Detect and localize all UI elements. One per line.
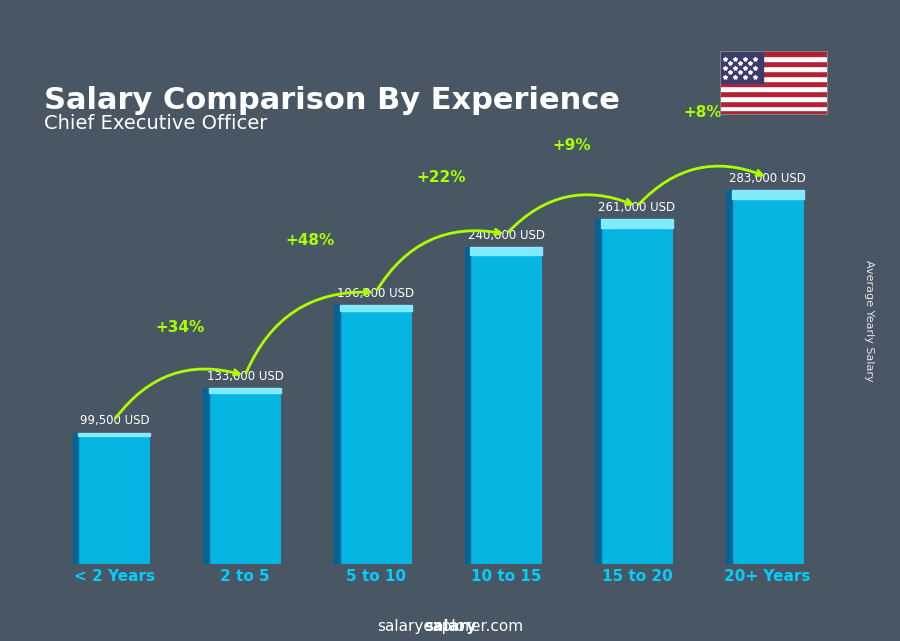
Bar	[720, 51, 828, 56]
Bar	[720, 101, 828, 106]
Bar	[209, 388, 281, 393]
Text: 283,000 USD: 283,000 USD	[729, 172, 806, 185]
Text: +8%: +8%	[683, 105, 722, 120]
Text: Chief Executive Officer: Chief Executive Officer	[44, 113, 267, 133]
Text: +9%: +9%	[553, 138, 591, 153]
Bar	[720, 76, 828, 81]
Bar	[720, 56, 828, 61]
Bar	[78, 433, 150, 436]
Bar	[720, 71, 828, 76]
Text: +22%: +22%	[416, 171, 466, 185]
Text: salaryexplorer.com: salaryexplorer.com	[377, 619, 523, 635]
Bar	[720, 86, 828, 91]
Bar	[720, 81, 828, 86]
Bar	[340, 305, 411, 312]
Bar	[203, 388, 209, 564]
Bar	[720, 61, 828, 66]
Bar	[720, 66, 828, 71]
Text: 261,000 USD: 261,000 USD	[598, 201, 676, 214]
Bar	[209, 388, 281, 564]
Bar	[732, 190, 804, 564]
Text: +34%: +34%	[155, 320, 204, 335]
Bar	[340, 305, 411, 564]
Text: 240,000 USD: 240,000 USD	[468, 229, 544, 242]
Bar	[601, 219, 673, 228]
Bar	[78, 433, 150, 564]
Bar	[720, 106, 828, 110]
Bar	[720, 91, 828, 96]
Bar	[471, 247, 543, 254]
Bar	[73, 433, 78, 564]
Bar	[334, 305, 340, 564]
Text: 196,000 USD: 196,000 USD	[338, 287, 414, 300]
Bar	[720, 96, 828, 101]
Text: 99,500 USD: 99,500 USD	[79, 415, 149, 428]
Bar	[726, 190, 732, 564]
Text: salary: salary	[424, 619, 476, 635]
Bar	[720, 110, 828, 115]
Text: Average Yearly Salary: Average Yearly Salary	[863, 260, 874, 381]
Text: +48%: +48%	[285, 233, 335, 248]
Text: 133,000 USD: 133,000 USD	[207, 370, 284, 383]
Bar	[732, 190, 804, 199]
Bar	[720, 51, 763, 83]
Bar	[601, 219, 673, 564]
Bar	[464, 247, 471, 564]
Bar	[471, 247, 542, 564]
Bar	[595, 219, 601, 564]
Text: Salary Comparison By Experience: Salary Comparison By Experience	[44, 86, 620, 115]
